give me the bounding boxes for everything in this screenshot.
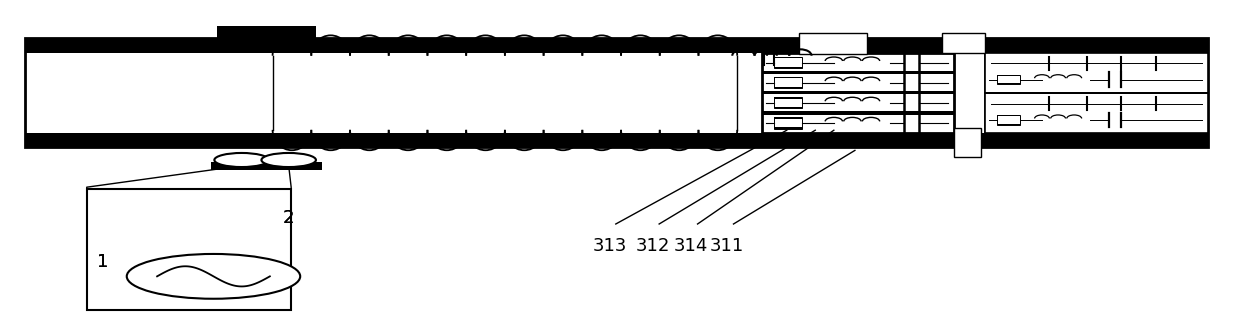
Bar (87, 189, 291, 310)
Bar (762, 91, 954, 94)
Bar (774, 97, 802, 108)
Text: 1: 1 (97, 253, 108, 271)
Bar (774, 117, 802, 119)
Bar (997, 83, 1020, 84)
Bar (774, 107, 802, 108)
Bar (762, 71, 954, 74)
Bar (217, 26, 316, 52)
Bar (774, 57, 802, 58)
Circle shape (214, 153, 269, 167)
Bar (954, 128, 981, 157)
Bar (942, 33, 985, 52)
Bar (985, 92, 1208, 94)
Bar (762, 52, 954, 133)
Bar (774, 77, 802, 78)
Bar (217, 133, 316, 147)
Bar (25, 38, 1208, 52)
Bar (985, 52, 1208, 93)
Bar (985, 93, 1208, 133)
Bar (774, 77, 802, 88)
Bar (774, 117, 802, 129)
Bar (997, 75, 1020, 76)
Text: 312: 312 (636, 237, 670, 255)
Bar (799, 33, 867, 54)
Circle shape (126, 254, 300, 299)
Text: 1: 1 (97, 253, 108, 271)
Bar (774, 127, 802, 129)
Bar (774, 57, 802, 68)
Text: 2: 2 (282, 209, 294, 227)
Bar (211, 162, 322, 170)
Bar (25, 133, 1208, 147)
Bar (774, 67, 802, 68)
Text: 2: 2 (282, 209, 294, 227)
Bar (774, 97, 802, 99)
Text: 313: 313 (592, 237, 627, 255)
Text: 311: 311 (710, 237, 745, 255)
Bar (997, 115, 1020, 124)
Circle shape (261, 153, 316, 167)
Bar (774, 87, 802, 88)
Text: 314: 314 (674, 237, 709, 255)
Bar (25, 38, 1208, 147)
Bar (762, 111, 954, 115)
Bar (997, 115, 1020, 116)
Bar (997, 75, 1020, 84)
